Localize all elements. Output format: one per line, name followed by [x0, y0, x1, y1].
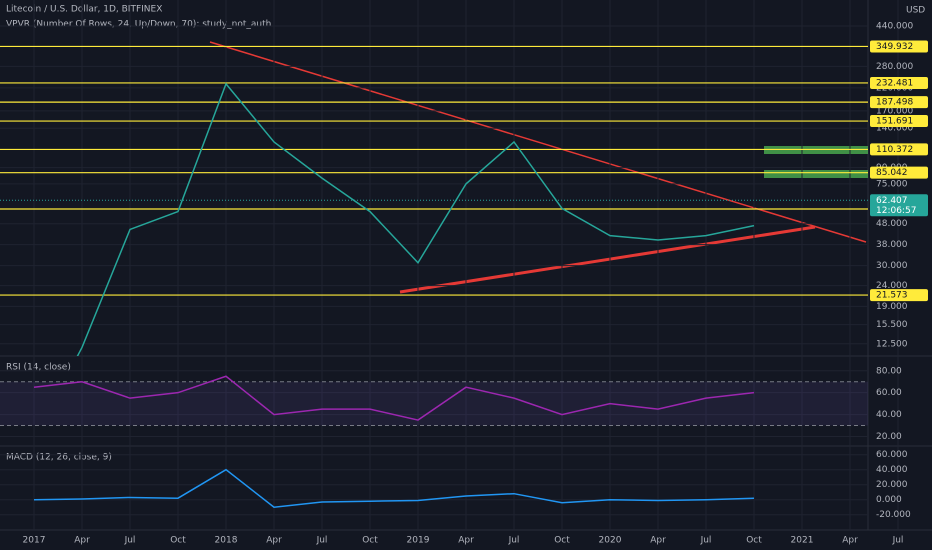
level-tag [870, 143, 928, 156]
x-tick-label: Oct [170, 536, 186, 546]
y-tick-label: 15.500 [876, 320, 908, 330]
chart-title: Litecoin / U.S. Dollar, 1D, BITFINEX [6, 5, 162, 15]
x-tick-label: Apr [74, 536, 90, 546]
x-tick-label: Oct [746, 536, 762, 546]
y-tick-label: -20.000 [876, 510, 911, 520]
level-tag [870, 166, 928, 179]
trend-line [399, 225, 816, 294]
y-tick-label: 38.000 [876, 240, 908, 250]
y-tick-label: 30.000 [876, 261, 908, 271]
level-label: 349.932 [876, 42, 913, 52]
x-tick-label: Jul [316, 536, 328, 546]
x-tick-label: Apr [266, 536, 282, 546]
y-tick-label: 24.000 [876, 281, 908, 291]
y-tick-label: 40.000 [876, 465, 908, 475]
series-line [33, 468, 755, 508]
level-label: 187.498 [876, 98, 913, 108]
y-tick-label: 60.000 [876, 450, 908, 460]
last-price-label: 62.407 [876, 196, 908, 206]
level-label: 151.691 [876, 117, 913, 127]
y-tick-label: 40.00 [876, 410, 902, 420]
level-label: 85.042 [876, 168, 908, 178]
level-label: 21.573 [876, 291, 908, 301]
y-tick-label: 170.000 [876, 106, 913, 116]
x-tick-label: 2018 [215, 536, 238, 546]
level-label: 232.481 [876, 78, 913, 88]
y-tick-label: 20.000 [876, 480, 908, 490]
volume-profile-bar [764, 170, 868, 178]
x-tick-label: Apr [650, 536, 666, 546]
macd-title: MACD (12, 26, close, 9) [6, 453, 112, 463]
series-line [33, 375, 755, 421]
level-tag [870, 96, 928, 109]
y-tick-label: 440.000 [876, 22, 913, 32]
x-tick-label: Oct [362, 536, 378, 546]
indicator-label: VPVR (Number Of Rows, 24, Up/Down, 70): … [6, 20, 271, 30]
x-tick-label: Apr [842, 536, 858, 546]
countdown: 12:06:57 [876, 206, 916, 216]
y-tick-label: 19.000 [876, 302, 908, 312]
level-tag [870, 289, 928, 302]
y-tick-label: 80.00 [876, 366, 902, 376]
x-tick-label: 2021 [791, 536, 814, 546]
x-tick-label: 2020 [599, 536, 622, 546]
y-tick-label: 140.000 [876, 124, 913, 134]
level-tag [870, 76, 928, 89]
last-price-tag [870, 194, 928, 217]
level-label: 110.372 [876, 145, 913, 155]
x-tick-label: Jul [700, 536, 712, 546]
x-tick-label: 2019 [407, 536, 430, 546]
y-tick-label: 0.000 [876, 495, 902, 505]
rsi-title: RSI (14, close) [6, 363, 71, 373]
x-tick-label: Oct [554, 536, 570, 546]
y-tick-label: 280.000 [876, 62, 913, 72]
x-tick-label: Jul [508, 536, 520, 546]
level-tag [870, 115, 928, 128]
level-tag [870, 40, 928, 53]
x-tick-label: 2017 [23, 536, 46, 546]
x-tick-label: Apr [458, 536, 474, 546]
y-tick-label: 60.00 [876, 388, 902, 398]
currency: USD [906, 6, 925, 16]
y-tick-label: 75.000 [876, 179, 908, 189]
rsi-band [0, 381, 868, 426]
x-tick-label: Jul [124, 536, 136, 546]
y-tick-label: 20.00 [876, 432, 902, 442]
y-tick-label: 48.000 [876, 219, 908, 229]
series-line [76, 82, 755, 356]
y-tick-label: 12.500 [876, 339, 908, 349]
x-tick-label: Jul [892, 536, 904, 546]
